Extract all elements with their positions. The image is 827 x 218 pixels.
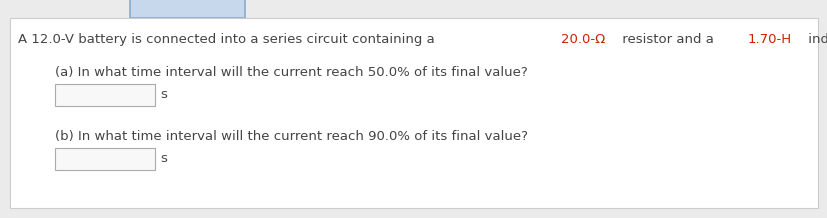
FancyBboxPatch shape (55, 84, 155, 106)
Text: s: s (160, 89, 167, 102)
Text: (b) In what time interval will the current reach 90.0% of its final value?: (b) In what time interval will the curre… (55, 130, 528, 143)
FancyBboxPatch shape (130, 0, 245, 18)
Text: inductor.: inductor. (804, 33, 827, 46)
Text: 1.70-H: 1.70-H (747, 33, 791, 46)
Text: resistor and a: resistor and a (618, 33, 718, 46)
FancyBboxPatch shape (55, 148, 155, 170)
Text: 20.0-Ω: 20.0-Ω (561, 33, 605, 46)
FancyBboxPatch shape (10, 18, 817, 208)
Text: s: s (160, 153, 167, 165)
Text: (a) In what time interval will the current reach 50.0% of its final value?: (a) In what time interval will the curre… (55, 66, 527, 79)
Text: A 12.0-V battery is connected into a series circuit containing a: A 12.0-V battery is connected into a ser… (18, 33, 438, 46)
